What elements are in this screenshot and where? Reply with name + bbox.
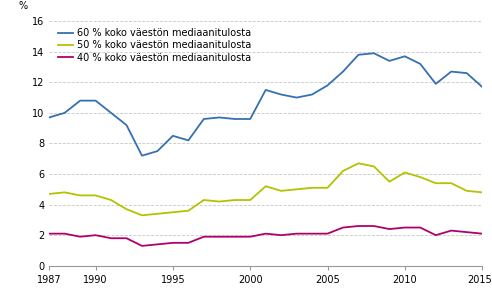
- 40 % koko väestön mediaanitulosta: [340, 226, 346, 229]
- 40 % koko väestön mediaanitulosta: [108, 236, 114, 240]
- Line: 60 % koko väestön mediaanitulosta: 60 % koko väestön mediaanitulosta: [49, 53, 482, 156]
- 50 % koko väestön mediaanitulosta: [92, 194, 98, 197]
- 60 % koko väestön mediaanitulosta: [170, 134, 176, 138]
- 50 % koko väestön mediaanitulosta: [247, 198, 253, 202]
- 50 % koko väestön mediaanitulosta: [479, 191, 485, 194]
- 50 % koko väestön mediaanitulosta: [170, 210, 176, 214]
- 50 % koko väestön mediaanitulosta: [402, 171, 408, 174]
- 50 % koko väestön mediaanitulosta: [371, 165, 377, 168]
- 60 % koko väestön mediaanitulosta: [294, 96, 300, 99]
- 40 % koko väestön mediaanitulosta: [247, 235, 253, 239]
- 60 % koko väestön mediaanitulosta: [108, 111, 114, 115]
- 60 % koko väestön mediaanitulosta: [340, 70, 346, 73]
- 60 % koko väestön mediaanitulosta: [263, 88, 269, 92]
- 60 % koko väestön mediaanitulosta: [278, 93, 284, 96]
- 40 % koko väestön mediaanitulosta: [448, 229, 454, 233]
- 40 % koko väestön mediaanitulosta: [154, 243, 160, 246]
- 60 % koko väestön mediaanitulosta: [216, 116, 222, 119]
- 60 % koko väestön mediaanitulosta: [92, 99, 98, 102]
- 40 % koko väestön mediaanitulosta: [263, 232, 269, 236]
- 50 % koko väestön mediaanitulosta: [201, 198, 207, 202]
- Legend: 60 % koko väestön mediaanitulosta, 50 % koko väestön mediaanitulosta, 40 % koko : 60 % koko väestön mediaanitulosta, 50 % …: [56, 26, 253, 65]
- 50 % koko väestön mediaanitulosta: [278, 189, 284, 193]
- 40 % koko väestön mediaanitulosta: [464, 230, 470, 234]
- 40 % koko väestön mediaanitulosta: [386, 227, 392, 231]
- 60 % koko väestön mediaanitulosta: [371, 51, 377, 55]
- 40 % koko väestön mediaanitulosta: [170, 241, 176, 245]
- 60 % koko väestön mediaanitulosta: [185, 139, 191, 142]
- 60 % koko väestön mediaanitulosta: [232, 117, 238, 121]
- 50 % koko väestön mediaanitulosta: [108, 198, 114, 202]
- 50 % koko väestön mediaanitulosta: [216, 200, 222, 203]
- 60 % koko väestön mediaanitulosta: [386, 59, 392, 63]
- 60 % koko väestön mediaanitulosta: [46, 116, 52, 119]
- 50 % koko väestön mediaanitulosta: [62, 191, 67, 194]
- 60 % koko väestön mediaanitulosta: [77, 99, 83, 102]
- 60 % koko väestön mediaanitulosta: [479, 85, 485, 89]
- 50 % koko väestön mediaanitulosta: [232, 198, 238, 202]
- 40 % koko väestön mediaanitulosta: [278, 233, 284, 237]
- 40 % koko väestön mediaanitulosta: [77, 235, 83, 239]
- 50 % koko väestön mediaanitulosta: [123, 207, 129, 211]
- 40 % koko väestön mediaanitulosta: [232, 235, 238, 239]
- 60 % koko väestön mediaanitulosta: [154, 149, 160, 153]
- 40 % koko väestön mediaanitulosta: [46, 232, 52, 236]
- 40 % koko väestön mediaanitulosta: [216, 235, 222, 239]
- Line: 50 % koko väestön mediaanitulosta: 50 % koko väestön mediaanitulosta: [49, 163, 482, 215]
- 40 % koko väestön mediaanitulosta: [325, 232, 331, 236]
- 50 % koko väestön mediaanitulosta: [356, 162, 362, 165]
- 50 % koko väestön mediaanitulosta: [185, 209, 191, 213]
- 60 % koko väestön mediaanitulosta: [356, 53, 362, 56]
- 40 % koko väestön mediaanitulosta: [201, 235, 207, 239]
- 40 % koko väestön mediaanitulosta: [139, 244, 145, 248]
- 50 % koko väestön mediaanitulosta: [340, 169, 346, 173]
- 40 % koko väestön mediaanitulosta: [92, 233, 98, 237]
- 40 % koko väestön mediaanitulosta: [62, 232, 67, 236]
- 60 % koko väestön mediaanitulosta: [433, 82, 439, 86]
- 50 % koko väestön mediaanitulosta: [139, 214, 145, 217]
- 60 % koko väestön mediaanitulosta: [325, 84, 331, 87]
- 50 % koko väestön mediaanitulosta: [325, 186, 331, 190]
- 50 % koko väestön mediaanitulosta: [263, 185, 269, 188]
- 50 % koko väestön mediaanitulosta: [77, 194, 83, 197]
- 50 % koko väestön mediaanitulosta: [464, 189, 470, 193]
- Text: %: %: [19, 1, 28, 11]
- 50 % koko väestön mediaanitulosta: [433, 182, 439, 185]
- 50 % koko väestön mediaanitulosta: [154, 212, 160, 216]
- 40 % koko väestön mediaanitulosta: [371, 224, 377, 228]
- 40 % koko väestön mediaanitulosta: [433, 233, 439, 237]
- 40 % koko väestön mediaanitulosta: [294, 232, 300, 236]
- 50 % koko väestön mediaanitulosta: [448, 182, 454, 185]
- 40 % koko väestön mediaanitulosta: [402, 226, 408, 229]
- 60 % koko väestön mediaanitulosta: [139, 154, 145, 158]
- 50 % koko väestön mediaanitulosta: [386, 180, 392, 184]
- 50 % koko väestön mediaanitulosta: [417, 175, 423, 179]
- 40 % koko väestön mediaanitulosta: [123, 236, 129, 240]
- 40 % koko väestön mediaanitulosta: [309, 232, 315, 236]
- 60 % koko väestön mediaanitulosta: [402, 54, 408, 58]
- 40 % koko väestön mediaanitulosta: [479, 232, 485, 236]
- Line: 40 % koko väestön mediaanitulosta: 40 % koko väestön mediaanitulosta: [49, 226, 482, 246]
- 40 % koko väestön mediaanitulosta: [417, 226, 423, 229]
- 60 % koko väestön mediaanitulosta: [123, 123, 129, 127]
- 50 % koko väestön mediaanitulosta: [294, 188, 300, 191]
- 60 % koko väestön mediaanitulosta: [417, 62, 423, 66]
- 50 % koko väestön mediaanitulosta: [46, 192, 52, 196]
- 60 % koko väestön mediaanitulosta: [247, 117, 253, 121]
- 60 % koko väestön mediaanitulosta: [309, 93, 315, 96]
- 60 % koko väestön mediaanitulosta: [448, 70, 454, 73]
- 40 % koko väestön mediaanitulosta: [185, 241, 191, 245]
- 60 % koko väestön mediaanitulosta: [62, 111, 67, 115]
- 60 % koko väestön mediaanitulosta: [201, 117, 207, 121]
- 60 % koko väestön mediaanitulosta: [464, 71, 470, 75]
- 40 % koko väestön mediaanitulosta: [356, 224, 362, 228]
- 50 % koko väestön mediaanitulosta: [309, 186, 315, 190]
